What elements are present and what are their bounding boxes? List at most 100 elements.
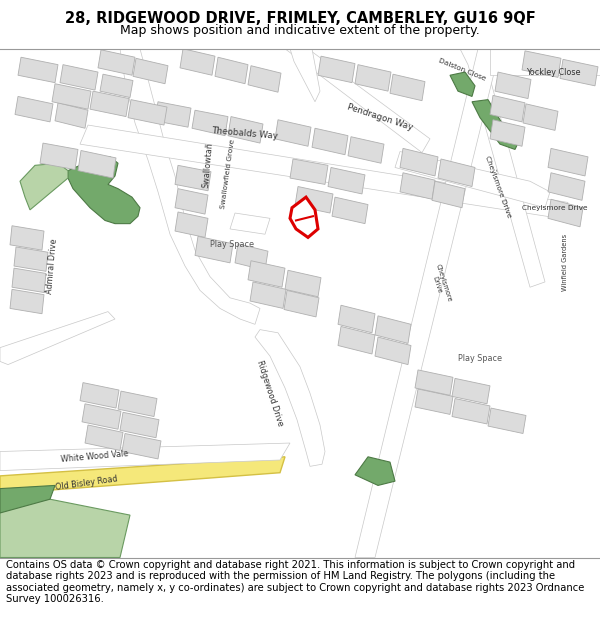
Text: Ridgewood Drive: Ridgewood Drive: [255, 359, 285, 428]
Polygon shape: [118, 391, 157, 416]
Polygon shape: [375, 316, 411, 343]
Polygon shape: [120, 49, 260, 324]
Polygon shape: [55, 102, 88, 128]
Text: Cheylsmore Drive: Cheylsmore Drive: [522, 205, 588, 211]
Polygon shape: [80, 125, 568, 218]
Polygon shape: [450, 72, 475, 96]
Polygon shape: [548, 148, 588, 176]
Text: Admiral Drive: Admiral Drive: [45, 238, 59, 294]
Polygon shape: [18, 58, 58, 82]
Polygon shape: [395, 151, 550, 208]
Text: 28, RIDGEWOOD DRIVE, FRIMLEY, CAMBERLEY, GU16 9QF: 28, RIDGEWOOD DRIVE, FRIMLEY, CAMBERLEY,…: [65, 11, 535, 26]
Polygon shape: [332, 197, 368, 224]
Text: Swallowfield Grove: Swallowfield Grove: [220, 139, 236, 209]
Polygon shape: [495, 72, 531, 99]
Polygon shape: [490, 96, 525, 122]
Text: Swallowtañ: Swallowtañ: [202, 142, 214, 189]
Polygon shape: [400, 148, 438, 176]
Polygon shape: [375, 337, 411, 364]
Polygon shape: [355, 64, 391, 91]
Polygon shape: [82, 404, 121, 429]
Text: Yockley Close: Yockley Close: [526, 68, 580, 77]
Text: Play Space: Play Space: [458, 354, 502, 362]
Polygon shape: [100, 74, 133, 98]
Polygon shape: [80, 382, 119, 408]
Polygon shape: [0, 443, 290, 471]
Polygon shape: [560, 59, 598, 86]
Polygon shape: [490, 49, 600, 75]
Polygon shape: [432, 181, 465, 208]
Text: Cheylsmore
Drive: Cheylsmore Drive: [428, 263, 452, 305]
Polygon shape: [0, 457, 285, 494]
Polygon shape: [128, 99, 167, 125]
Polygon shape: [133, 58, 168, 84]
Polygon shape: [285, 49, 430, 152]
Polygon shape: [290, 49, 320, 102]
Polygon shape: [215, 58, 248, 84]
Polygon shape: [122, 434, 161, 459]
Polygon shape: [192, 110, 228, 136]
Polygon shape: [522, 51, 561, 78]
Text: Cheŷlsmore Drive: Cheŷlsmore Drive: [484, 154, 512, 219]
Polygon shape: [348, 137, 384, 163]
Text: Theobalds Way: Theobalds Way: [211, 126, 278, 141]
Polygon shape: [338, 305, 375, 332]
Polygon shape: [230, 213, 270, 234]
Polygon shape: [180, 49, 215, 75]
Polygon shape: [548, 199, 583, 227]
Polygon shape: [460, 49, 545, 288]
Polygon shape: [452, 378, 490, 404]
Text: Dalston Close: Dalston Close: [437, 58, 487, 82]
Text: Pendragon Way: Pendragon Way: [346, 102, 414, 132]
Polygon shape: [415, 370, 453, 396]
Polygon shape: [490, 120, 525, 146]
Polygon shape: [15, 96, 53, 122]
Polygon shape: [415, 389, 453, 414]
Polygon shape: [120, 412, 159, 437]
Polygon shape: [40, 143, 78, 169]
Polygon shape: [155, 102, 191, 127]
Polygon shape: [175, 166, 211, 191]
Polygon shape: [284, 291, 319, 317]
Polygon shape: [60, 64, 98, 90]
Polygon shape: [255, 329, 325, 466]
Text: Play Space: Play Space: [210, 241, 254, 249]
Polygon shape: [12, 268, 46, 292]
Polygon shape: [488, 408, 526, 434]
Polygon shape: [328, 168, 365, 194]
Polygon shape: [195, 236, 233, 263]
Text: Map shows position and indicative extent of the property.: Map shows position and indicative extent…: [120, 24, 480, 36]
Polygon shape: [14, 247, 48, 271]
Polygon shape: [10, 226, 44, 250]
Text: Winfield Gardens: Winfield Gardens: [562, 234, 568, 291]
Polygon shape: [312, 128, 348, 155]
Polygon shape: [295, 186, 333, 213]
Polygon shape: [250, 282, 286, 308]
Polygon shape: [400, 173, 435, 199]
Text: Old Bisley Road: Old Bisley Road: [55, 474, 119, 492]
Polygon shape: [20, 163, 68, 210]
Polygon shape: [338, 326, 375, 354]
Polygon shape: [0, 499, 130, 558]
Polygon shape: [318, 56, 355, 82]
Polygon shape: [10, 289, 44, 314]
Polygon shape: [68, 157, 140, 224]
Polygon shape: [85, 425, 123, 451]
Polygon shape: [355, 457, 395, 486]
Polygon shape: [0, 486, 55, 513]
Polygon shape: [98, 50, 135, 75]
Polygon shape: [290, 197, 318, 238]
Polygon shape: [175, 189, 208, 214]
Polygon shape: [355, 49, 500, 558]
Polygon shape: [90, 91, 129, 117]
Polygon shape: [0, 312, 115, 364]
Polygon shape: [275, 120, 311, 146]
Polygon shape: [523, 104, 558, 131]
Polygon shape: [548, 173, 585, 201]
Polygon shape: [248, 261, 285, 288]
Polygon shape: [285, 270, 321, 297]
Polygon shape: [52, 84, 91, 109]
Text: Contains OS data © Crown copyright and database right 2021. This information is : Contains OS data © Crown copyright and d…: [6, 559, 584, 604]
Polygon shape: [452, 399, 490, 424]
Polygon shape: [390, 74, 425, 101]
